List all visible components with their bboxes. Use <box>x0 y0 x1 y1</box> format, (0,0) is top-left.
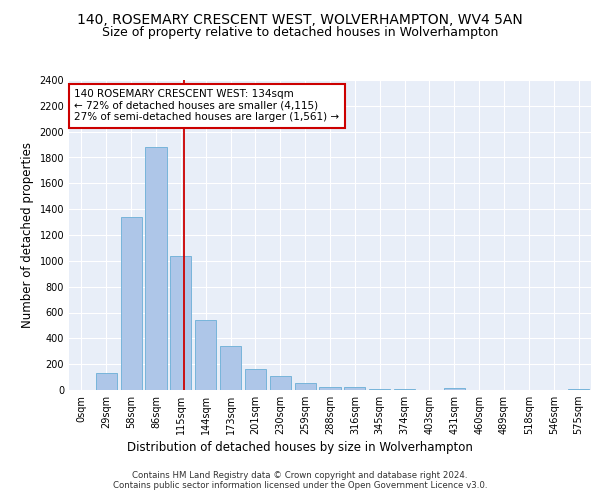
Bar <box>270 376 291 390</box>
Bar <box>96 373 117 390</box>
Bar <box>444 388 465 390</box>
Text: 140, ROSEMARY CRESCENT WEST, WOLVERHAMPTON, WV4 5AN: 140, ROSEMARY CRESCENT WEST, WOLVERHAMPT… <box>77 12 523 26</box>
Text: 140 ROSEMARY CRESCENT WEST: 134sqm
← 72% of detached houses are smaller (4,115)
: 140 ROSEMARY CRESCENT WEST: 134sqm ← 72%… <box>74 90 340 122</box>
Bar <box>170 256 191 390</box>
Text: Contains public sector information licensed under the Open Government Licence v3: Contains public sector information licen… <box>113 482 487 490</box>
Bar <box>195 320 216 390</box>
Bar <box>220 346 241 390</box>
Bar <box>295 383 316 390</box>
Y-axis label: Number of detached properties: Number of detached properties <box>21 142 34 328</box>
Bar <box>121 217 142 390</box>
Bar <box>344 388 365 390</box>
Text: Contains HM Land Registry data © Crown copyright and database right 2024.: Contains HM Land Registry data © Crown c… <box>132 472 468 480</box>
Bar <box>245 368 266 390</box>
Text: Distribution of detached houses by size in Wolverhampton: Distribution of detached houses by size … <box>127 441 473 454</box>
Text: Size of property relative to detached houses in Wolverhampton: Size of property relative to detached ho… <box>102 26 498 39</box>
Bar <box>319 387 341 390</box>
Bar <box>145 147 167 390</box>
Bar <box>369 388 390 390</box>
